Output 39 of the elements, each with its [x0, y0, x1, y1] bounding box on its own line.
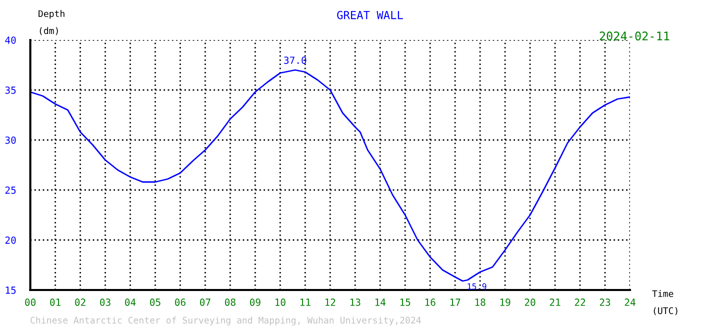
x-tick-label: 10 — [275, 298, 286, 306]
x-tick-label: 24 — [624, 298, 636, 306]
x-tick-label: 22 — [574, 298, 586, 306]
x-tick-label: 14 — [375, 298, 386, 306]
x-tick-label: 18 — [475, 298, 486, 306]
annotation: 15.9 — [468, 283, 486, 290]
y-axis-title: Depth (dm) — [38, 10, 64, 36]
x-tick-label: 01 — [50, 298, 60, 306]
x-tick-label: 03 — [100, 298, 110, 306]
x-tick-label: 08 — [224, 298, 236, 306]
y-tick-label: 35 — [5, 86, 16, 94]
x-tick-label: 00 — [25, 298, 36, 306]
x-tick-label: 19 — [500, 298, 510, 306]
x-tick-label: 15 — [400, 298, 410, 306]
y-tick-label: 20 — [5, 236, 16, 244]
x-tick-label: 04 — [125, 298, 136, 306]
x-tick-label: 13 — [350, 298, 360, 306]
x-tick-label: 21 — [550, 298, 560, 306]
text: Chinese Antarctic Center of Surveying and Mapping, Wuhan University,2024 — [30, 316, 421, 326]
y-tick-label: 25 — [5, 186, 16, 194]
line-series — [30, 69, 630, 282]
x-tick-label: 23 — [600, 298, 610, 306]
x-tick-label: 02 — [75, 298, 86, 306]
x-tick-label: 05 — [150, 298, 160, 306]
x-tick-label: 20 — [524, 298, 536, 306]
x-tick-label: 12 — [325, 298, 336, 306]
x-axis-title: Time (UTC) — [652, 290, 678, 316]
annotation: 2024-02-11 — [600, 32, 670, 40]
x-tick-label: 17 — [450, 298, 460, 306]
chart-title: GREAT WALL — [337, 10, 403, 20]
y-tick-label: 15 — [6, 286, 16, 294]
y-tick-label: 40 — [5, 36, 16, 44]
x-tick-label: 09 — [250, 298, 260, 306]
x-tick-label: 06 — [175, 298, 186, 306]
x-tick-label: 07 — [200, 298, 210, 306]
y-tick-label: 30 — [5, 136, 16, 144]
x-tick-label: 16 — [425, 298, 436, 306]
annotation: 37.0 — [284, 56, 306, 64]
x-tick-label: 11 — [300, 298, 310, 306]
